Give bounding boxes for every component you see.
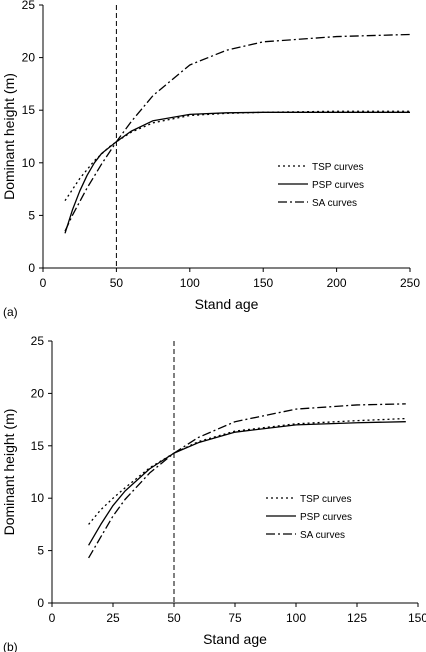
- panel-a-series-tsp-curves: [64, 110, 410, 202]
- panel-a-series-psp-curves: [64, 111, 410, 234]
- panel-a-y-axis-label: Dominant height (m): [1, 73, 17, 200]
- panel-b-x-tick-label: 100: [286, 611, 306, 625]
- panel-a-legend-label: SA curves: [312, 198, 357, 209]
- panel-a-y-tick-label: 20: [22, 51, 36, 65]
- panel-b-x-tick-label: 75: [228, 611, 242, 625]
- panel-a-y-tick-label: 10: [22, 156, 36, 170]
- panel-b-y-tick-label: 0: [37, 596, 44, 610]
- panel-a-x-tick-label: 0: [40, 276, 47, 290]
- panel-b-series-sa-curves: [88, 403, 406, 559]
- panel-b-y-tick-label: 25: [31, 334, 45, 348]
- panel-a-y-tick-label: 5: [28, 208, 35, 222]
- panel-b-y-tick-label: 20: [31, 386, 45, 400]
- panel-a-x-axis-label: Stand age: [195, 296, 259, 312]
- panel-b-label: (b): [3, 640, 18, 652]
- panel-a-y-tick-label: 15: [22, 103, 36, 117]
- panel-b-y-tick-label: 5: [37, 544, 44, 558]
- panel-b-x-tick-label: 125: [347, 611, 367, 625]
- panel-b-x-axis-label: Stand age: [203, 631, 267, 647]
- panel-a-y-tick-label: 25: [22, 0, 36, 12]
- panel-b-legend-label: PSP curves: [300, 512, 352, 523]
- panel-b-series-psp-curves: [88, 421, 406, 546]
- panel-a-y-tick-label: 0: [28, 261, 35, 275]
- panel-b-x-tick-label: 50: [167, 611, 181, 625]
- panel-b-legend-label: TSP curves: [300, 494, 352, 505]
- panel-b-legend-label: SA curves: [300, 530, 345, 541]
- panel-a-x-tick-label: 150: [253, 276, 273, 290]
- panel-b-y-axis-label: Dominant height (m): [1, 409, 17, 536]
- panel-b-x-tick-label: 150: [408, 611, 426, 625]
- panel-a-x-tick-label: 50: [110, 276, 124, 290]
- panel-a-label: (a): [3, 305, 18, 319]
- panel-a-x-tick-label: 250: [400, 276, 420, 290]
- panel-b-y-tick-label: 15: [31, 439, 45, 453]
- panel-b-series-tsp-curves: [88, 417, 406, 525]
- panel-a-legend-label: PSP curves: [312, 180, 364, 191]
- panel-a-x-tick-label: 200: [327, 276, 347, 290]
- panel-b-y-tick-label: 10: [31, 491, 45, 505]
- panel-a-legend-label: TSP curves: [312, 162, 364, 173]
- panel-a-x-tick-label: 100: [180, 276, 200, 290]
- panel-b-x-tick-label: 25: [106, 611, 120, 625]
- panel-b-x-tick-label: 0: [49, 611, 56, 625]
